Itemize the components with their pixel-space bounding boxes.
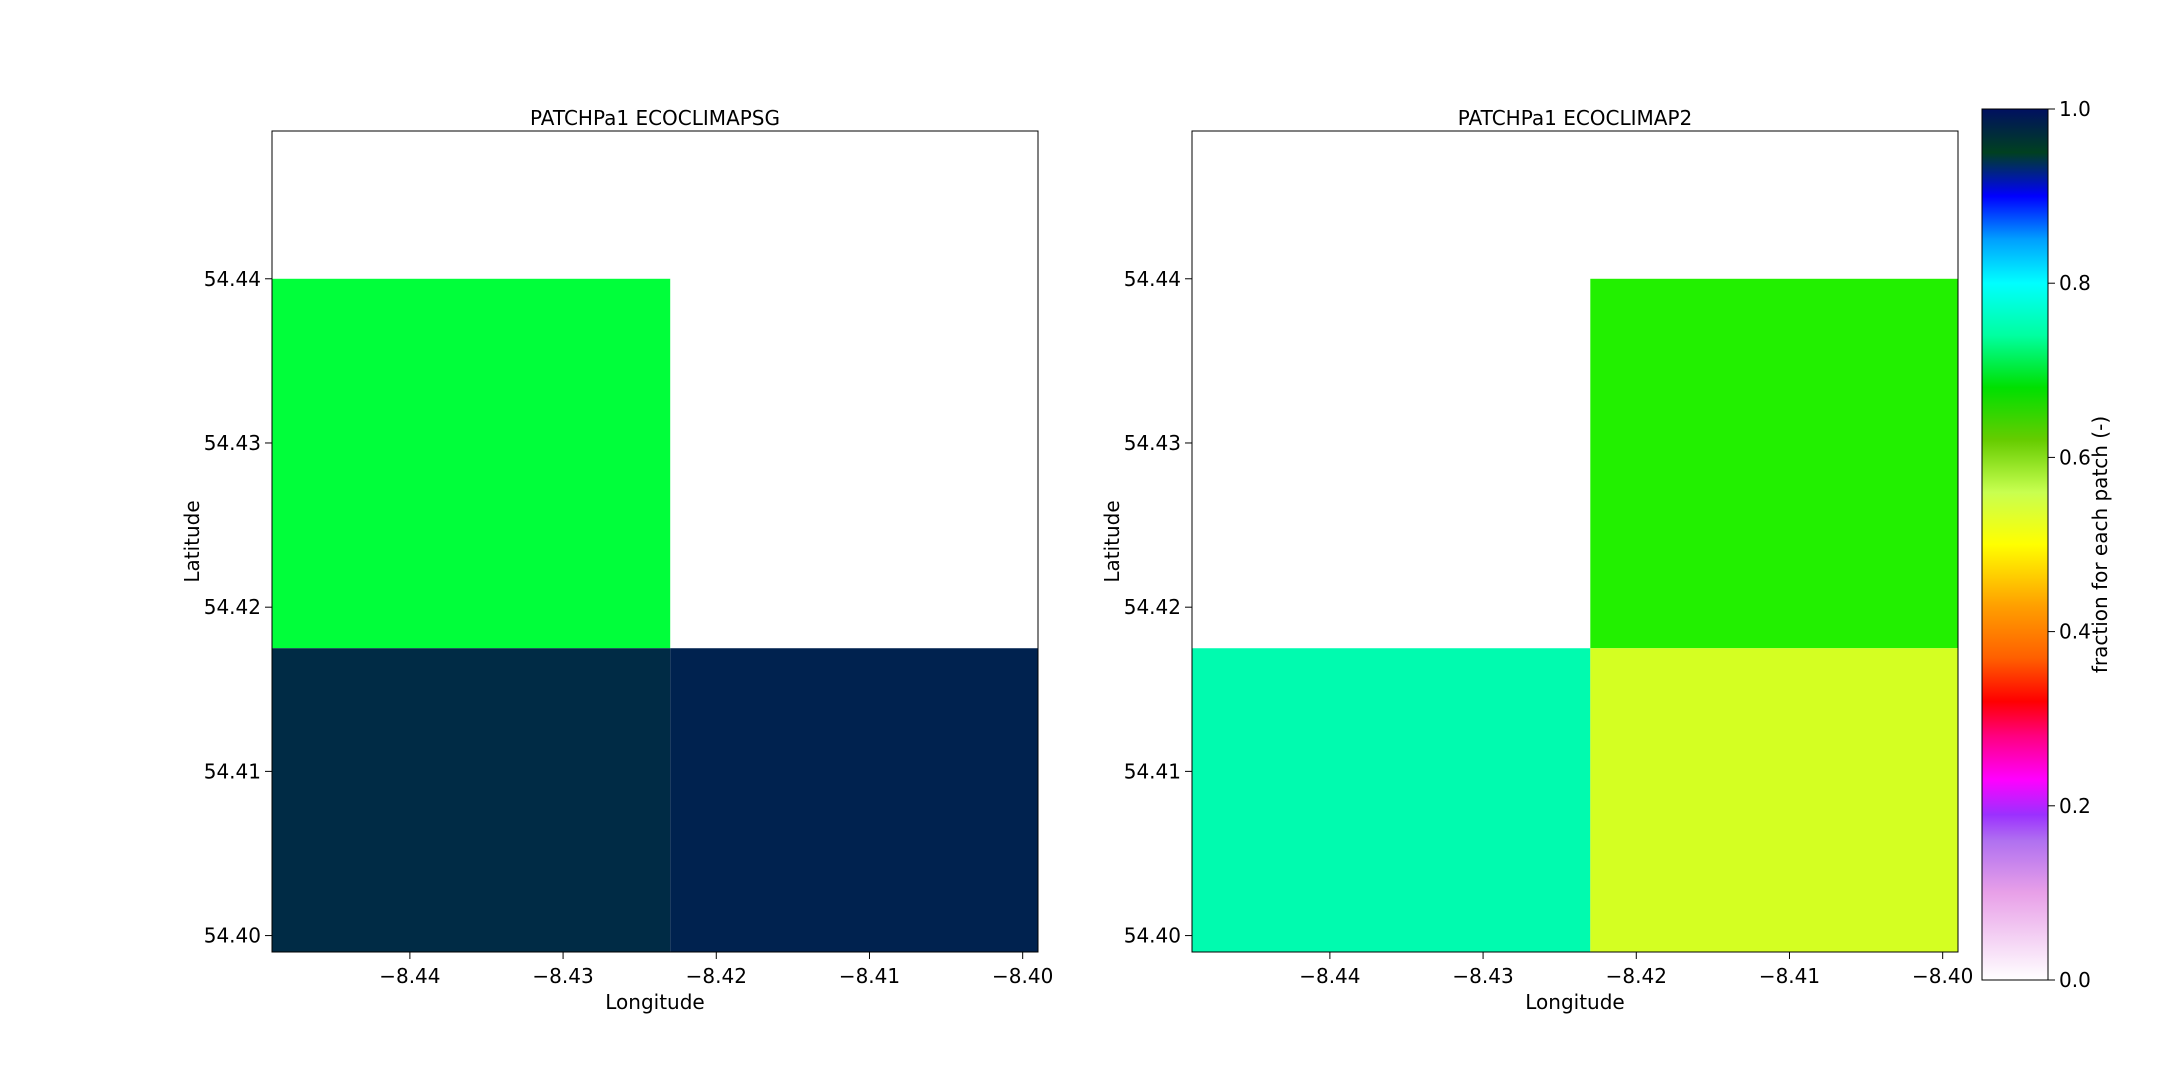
left-map-x-axis-label: Longitude — [605, 990, 704, 1014]
y-tick-label: 54.42 — [1124, 595, 1181, 619]
right-map-y-ticks: 54.40 54.41 54.42 54.43 54.44 — [1124, 267, 1192, 948]
right-map-cells — [1192, 278, 1958, 952]
grid-cell-1 — [670, 278, 1038, 649]
colorbar-tick-label: 0.2 — [2059, 794, 2091, 818]
grid-cell-1 — [1590, 278, 1958, 649]
colorbar-ticks: 0.0 0.2 0.4 0.6 0.8 1.0 — [2048, 97, 2091, 992]
colorbar-tick-label: 0.8 — [2059, 271, 2091, 295]
x-tick-label: −8.43 — [532, 964, 593, 988]
right-map-y-axis-label: Latitude — [1100, 500, 1124, 582]
y-tick-label: 54.40 — [204, 924, 261, 948]
y-tick-label: 54.44 — [1124, 267, 1181, 291]
right-map-frame — [1191, 130, 1959, 953]
x-tick-label: −8.41 — [1759, 964, 1820, 988]
colorbar-tick-label: 0.6 — [2059, 445, 2091, 469]
x-tick-label: −8.44 — [1299, 964, 1360, 988]
colorbar-tick-label: 0.4 — [2059, 620, 2091, 644]
left-map-y-ticks: 54.40 54.41 54.42 54.43 54.44 — [204, 267, 272, 948]
left-map-y-axis-label: Latitude — [180, 500, 204, 582]
x-tick-label: −8.43 — [1452, 964, 1513, 988]
left-map-title: PATCHPa1 ECOCLIMAPSG — [530, 106, 780, 130]
grid-cell-3 — [670, 648, 1038, 952]
right-map-title: PATCHPa1 ECOCLIMAP2 — [1458, 106, 1693, 130]
y-tick-label: 54.40 — [1124, 924, 1181, 948]
colorbar-tick-label: 0.0 — [2059, 968, 2091, 992]
left-map-panel: −8.44 −8.43 −8.42 −8.41 −8.40 54.4054.4154.4… — [180, 106, 1053, 1014]
y-tick-label: 54.44 — [204, 267, 261, 291]
x-tick-label: −8.40 — [1912, 964, 1973, 988]
right-map-x-axis-label: Longitude — [1525, 990, 1624, 1014]
colorbar-tick-label: 1.0 — [2059, 97, 2091, 121]
y-tick-label: 54.43 — [204, 431, 261, 455]
colorbar-label: fraction for each patch (-) — [2088, 416, 2112, 673]
left-map-cells — [272, 278, 1038, 952]
right-map-panel: −8.44 −8.43 −8.42 −8.41 −8.40 54.4054.4154.4… — [1100, 106, 1973, 1014]
right-map-x-ticks: −8.44 −8.43 −8.42 −8.41 −8.40 — [1299, 952, 1973, 988]
grid-cell-3 — [1590, 648, 1958, 952]
x-tick-label: −8.42 — [686, 964, 747, 988]
y-tick-label: 54.41 — [1124, 759, 1181, 783]
y-tick-label: 54.42 — [204, 595, 261, 619]
y-tick-label: 54.43 — [1124, 431, 1181, 455]
x-tick-label: −8.42 — [1606, 964, 1667, 988]
grid-cell-0 — [1192, 278, 1591, 649]
colorbar-gradient — [1981, 108, 2049, 981]
left-map-frame — [271, 130, 1039, 953]
x-tick-label: −8.41 — [839, 964, 900, 988]
grid-cell-2 — [272, 648, 671, 952]
y-tick-label: 54.41 — [204, 759, 261, 783]
x-tick-label: −8.40 — [992, 964, 1053, 988]
x-tick-label: −8.44 — [379, 964, 440, 988]
colorbar: 0.0 0.2 0.4 0.6 0.8 1.0 fraction for each pat… — [1981, 97, 2112, 992]
left-map-x-ticks: −8.44 −8.43 −8.42 −8.41 −8.40 — [379, 952, 1053, 988]
grid-cell-0 — [272, 278, 671, 649]
grid-cell-2 — [1192, 648, 1591, 952]
